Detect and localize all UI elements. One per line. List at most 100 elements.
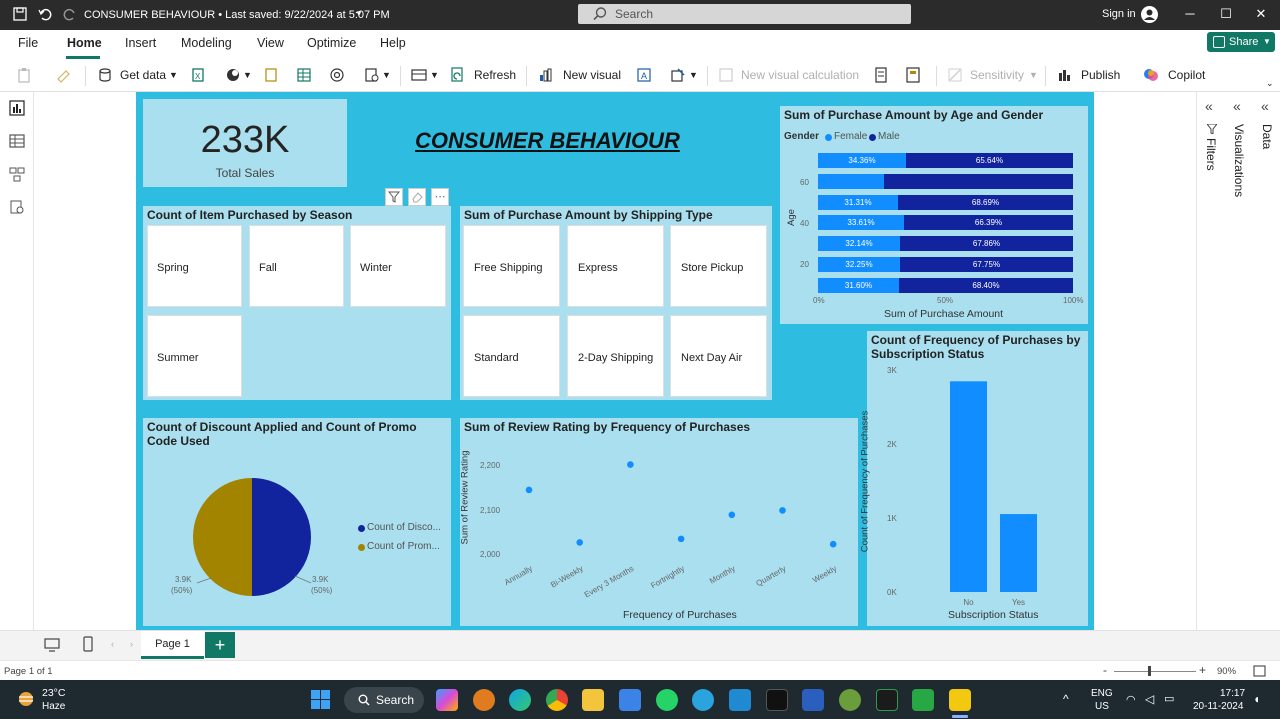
bar-male[interactable]: 68.69% <box>898 194 1073 210</box>
pie-slice-promo[interactable] <box>193 478 252 596</box>
undo-icon[interactable] <box>37 7 53 23</box>
new-visual-calculation-button[interactable]: New visual calculation <box>741 68 860 82</box>
refresh-button[interactable]: Refresh <box>474 68 517 82</box>
scatter-point[interactable] <box>779 507 786 514</box>
paste-icon[interactable] <box>16 67 32 83</box>
bar-male[interactable]: 67.75% <box>900 257 1073 272</box>
total-sales-card[interactable]: 233K Total Sales <box>143 99 347 187</box>
table-view-icon[interactable] <box>9 133 25 149</box>
page-tab-1[interactable]: Page 1 <box>141 631 204 659</box>
data-view-chevron-icon[interactable]: ▼ <box>430 70 439 80</box>
get-data-button[interactable]: Get data <box>120 68 167 82</box>
scatter-point[interactable] <box>627 461 634 468</box>
review-rating-scatter-chart[interactable]: Sum of Review Rating by Frequency of Pur… <box>459 418 858 626</box>
scatter-point[interactable] <box>576 539 583 546</box>
bar-male[interactable]: 68.40% <box>899 277 1073 293</box>
eraser-icon[interactable] <box>408 188 426 206</box>
visualizations-collapse-icon[interactable]: « <box>1233 98 1241 114</box>
badge-app-icon[interactable] <box>473 689 495 711</box>
chrome-icon[interactable] <box>546 689 568 711</box>
taskbar-search[interactable]: Search <box>344 687 424 713</box>
user-avatar-icon[interactable] <box>1141 6 1158 23</box>
more-visuals-chevron-icon[interactable]: ▼ <box>689 70 698 80</box>
page-next-icon[interactable]: › <box>130 639 133 649</box>
ribbon-collapse-icon[interactable]: ⌄ <box>1266 78 1274 88</box>
subscription-column-chart[interactable]: Count of Frequency of Purchases by Subsc… <box>859 331 1088 626</box>
bar-female[interactable]: 31.60% <box>818 277 899 293</box>
word-icon[interactable] <box>802 689 824 711</box>
slicer-item-summer[interactable]: Summer <box>147 315 242 397</box>
dataverse-icon[interactable] <box>263 67 279 83</box>
mobile-layout-icon[interactable] <box>83 636 93 652</box>
model-view-icon[interactable] <box>9 166 25 182</box>
copilot-button[interactable]: Copilot <box>1168 68 1206 82</box>
add-page-button[interactable]: + <box>205 632 235 658</box>
edge-icon[interactable] <box>509 689 531 711</box>
slicer-item-winter[interactable]: Winter <box>350 225 446 307</box>
vscode-icon[interactable] <box>729 689 751 711</box>
app-cl-icon[interactable] <box>876 689 898 711</box>
bar-female[interactable]: 32.25% <box>818 257 900 272</box>
excel-icon[interactable]: X <box>191 67 207 83</box>
power-bi-icon[interactable] <box>949 689 971 711</box>
menu-insert[interactable]: Insert <box>125 36 157 50</box>
store-icon[interactable] <box>619 689 641 711</box>
report-view-icon[interactable] <box>9 100 25 116</box>
column-bar[interactable] <box>950 381 987 592</box>
file-explorer-icon[interactable] <box>582 689 604 711</box>
bar-male[interactable]: 67.86% <box>900 236 1073 252</box>
bar-female[interactable]: 32.14% <box>818 236 900 252</box>
sensitivity-chevron-icon[interactable]: ▼ <box>1029 70 1038 80</box>
scatter-point[interactable] <box>829 540 837 548</box>
slicer-item-express[interactable]: Express <box>567 225 664 307</box>
slicer-item-fall[interactable]: Fall <box>249 225 344 307</box>
zoom-out-icon[interactable]: - <box>1103 663 1107 677</box>
filters-pane-tab[interactable]: Filters <box>1204 138 1218 171</box>
telegram-icon[interactable] <box>692 689 714 711</box>
language-2[interactable]: US <box>1095 701 1109 712</box>
sign-in-link[interactable]: Sign in <box>1102 8 1136 20</box>
menu-modeling[interactable]: Modeling <box>181 36 232 50</box>
menu-home[interactable]: Home <box>67 36 102 50</box>
get-data-chevron-icon[interactable]: ▼ <box>169 70 178 80</box>
slicer-item-store-pickup[interactable]: Store Pickup <box>670 225 767 307</box>
zoom-in-icon[interactable]: + <box>1199 663 1207 677</box>
text-box-icon[interactable]: A <box>636 67 652 83</box>
terminal-app-icon[interactable] <box>766 689 788 711</box>
more-options-icon[interactable]: ⋯ <box>431 188 449 206</box>
bar-female[interactable]: 34.36% <box>818 153 906 168</box>
slicer-item-next-day-air[interactable]: Next Day Air <box>670 315 767 397</box>
page-prev-icon[interactable]: ‹ <box>111 639 114 649</box>
sensitivity-button[interactable]: Sensitivity <box>970 68 1025 82</box>
slicer-item-2-day-shipping[interactable]: 2-Day Shipping <box>567 315 664 397</box>
onelake-chevron-icon[interactable]: ▼ <box>243 70 252 80</box>
menu-view[interactable]: View <box>257 36 284 50</box>
scatter-point[interactable] <box>525 486 533 494</box>
slicer-item-free-shipping[interactable]: Free Shipping <box>463 225 560 307</box>
column-bar[interactable] <box>1000 514 1037 592</box>
transform-data-icon[interactable] <box>364 67 380 83</box>
copilot-app-icon[interactable] <box>436 689 458 711</box>
transform-chevron-icon[interactable]: ▼ <box>382 70 391 80</box>
share-button[interactable]: Share ▼ <box>1207 32 1275 52</box>
clock-time[interactable]: 17:17 <box>1220 688 1246 699</box>
sheets-app-icon[interactable] <box>912 689 934 711</box>
bar-male[interactable]: 65.64% <box>906 153 1073 168</box>
enter-data-icon[interactable] <box>296 67 312 83</box>
whatsapp-icon[interactable] <box>656 689 678 711</box>
app-save-icon[interactable] <box>12 7 28 23</box>
quick-measure-icon[interactable] <box>905 67 921 83</box>
discount-promo-pie-chart[interactable]: Count of Discount Applied and Count of P… <box>143 418 451 626</box>
volume-icon[interactable]: ◁ <box>1145 692 1155 706</box>
bar-male[interactable]: 66.39% <box>904 215 1073 231</box>
redo-icon[interactable] <box>62 7 78 23</box>
slicer-item-spring[interactable]: Spring <box>147 225 242 307</box>
maximize-icon[interactable]: ☐ <box>1220 6 1232 21</box>
new-visual-button[interactable]: New visual <box>563 68 622 82</box>
pie-slice-discount[interactable] <box>252 478 311 596</box>
clock-date[interactable]: 20-11-2024 <box>1193 701 1244 712</box>
age-gender-chart[interactable]: Sum of Purchase Amount by Age and Gender… <box>780 106 1088 324</box>
filters-collapse-icon[interactable]: « <box>1205 98 1213 114</box>
filter-icon[interactable] <box>385 188 403 206</box>
windows-start-icon[interactable] <box>311 690 330 709</box>
